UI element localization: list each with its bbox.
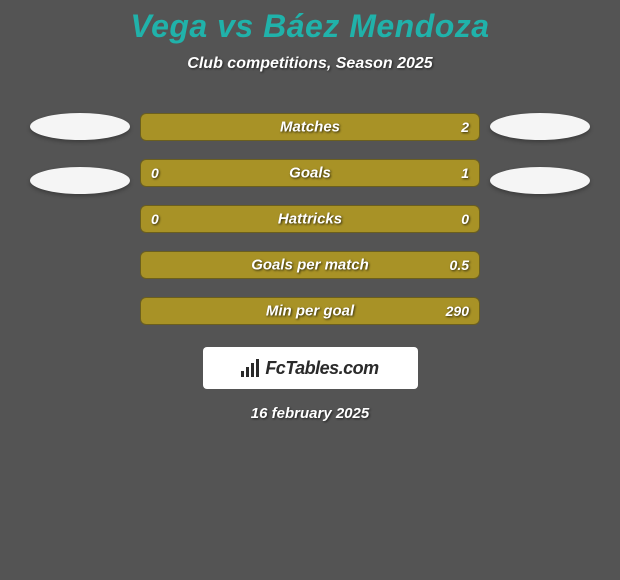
stat-label: Hattricks [278, 211, 342, 228]
left-team-logos [20, 113, 140, 194]
stat-bar-row: Goals per match 0.5 [140, 251, 480, 279]
stat-value-right: 0 [461, 211, 469, 227]
stat-label: Matches [280, 119, 340, 136]
stat-bar-row: Hattricks 0 0 [140, 205, 480, 233]
brand-badge: FcTables.com [203, 347, 418, 389]
team-logo [490, 167, 590, 194]
stat-bars: Matches 2 Goals 0 1 Hattricks 0 0 Goals per matc… [140, 113, 480, 325]
team-logo [30, 113, 130, 140]
page-title: Vega vs Báez Mendoza [130, 8, 489, 45]
stats-area: Matches 2 Goals 0 1 Hattricks 0 0 Goals per matc… [0, 113, 620, 325]
stat-value-right: 1 [461, 165, 469, 181]
stat-value-right: 0.5 [450, 257, 469, 273]
team-logo [490, 113, 590, 140]
stat-value-left: 0 [151, 211, 159, 227]
comparison-card: Vega vs Báez Mendoza Club competitions, … [0, 0, 620, 580]
stat-label: Goals [289, 165, 331, 182]
stat-bar-right-segment [202, 160, 479, 186]
date-label: 16 february 2025 [251, 405, 369, 422]
stat-bar-row: Goals 0 1 [140, 159, 480, 187]
bar-chart-icon [241, 359, 259, 377]
right-team-logos [480, 113, 600, 194]
brand-text: FcTables.com [265, 358, 378, 379]
stat-bar-row: Min per goal 290 [140, 297, 480, 325]
stat-value-right: 2 [461, 119, 469, 135]
stat-value-left: 0 [151, 165, 159, 181]
stat-label: Goals per match [251, 257, 369, 274]
team-logo [30, 167, 130, 194]
stat-value-right: 290 [446, 303, 469, 319]
subtitle: Club competitions, Season 2025 [187, 55, 432, 73]
stat-bar-row: Matches 2 [140, 113, 480, 141]
stat-label: Min per goal [266, 303, 354, 320]
